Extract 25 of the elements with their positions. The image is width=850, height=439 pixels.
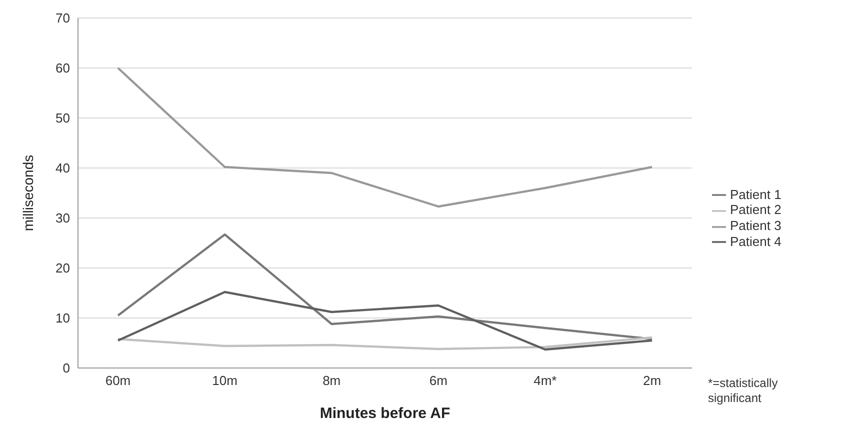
legend-label: Patient 1 <box>730 186 782 202</box>
line-series <box>116 66 654 208</box>
x-tick-label: 8m <box>322 373 341 388</box>
legend-label: Patient 4 <box>730 234 782 249</box>
line-series <box>116 336 654 350</box>
legend-label: Patient 2 <box>730 202 782 218</box>
y-tick-label: 10 <box>56 310 70 326</box>
line-series <box>116 290 654 351</box>
x-tick-label: 2m <box>642 373 662 388</box>
x-tick-label: 60m <box>105 373 131 388</box>
y-tick-label: 30 <box>56 210 70 226</box>
y-tick-label: 40 <box>56 160 70 176</box>
x-tick-label: 10m <box>212 373 238 388</box>
y-tick-label: 70 <box>56 10 70 26</box>
x-tick-label: 6m <box>429 373 448 388</box>
x-axis-title: Minutes before AF <box>320 405 450 422</box>
text: *=statistically significant <box>708 376 779 406</box>
line-series <box>116 233 654 340</box>
y-tick-label: 60 <box>56 60 70 76</box>
y-tick-label: 20 <box>56 260 70 276</box>
legend-label: Patient 3 <box>730 218 782 233</box>
y-tick-label: 0 <box>62 360 70 376</box>
x-tick-label: 4m* <box>534 373 557 388</box>
y-axis-title: milliseconds <box>20 154 36 232</box>
y-tick-label: 50 <box>56 110 70 126</box>
